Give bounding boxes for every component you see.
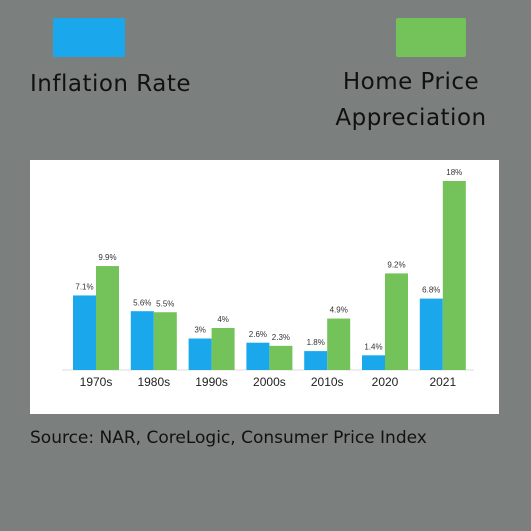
source-note: Source: NAR, CoreLogic, Consumer Price I… [30, 428, 427, 448]
value-label: 2.3% [272, 333, 290, 342]
value-label: 1.4% [364, 342, 382, 351]
bar [211, 328, 235, 370]
bar [362, 355, 385, 370]
value-label: 6.8% [422, 286, 440, 295]
legend-swatch [53, 18, 125, 57]
legend-label: Inflation Rate [30, 71, 192, 97]
value-label: 7.1% [75, 283, 93, 292]
x-tick-label: 1970s [80, 375, 113, 389]
x-tick-label: 2020 [372, 375, 399, 389]
bar [246, 342, 270, 370]
value-label: 2.6% [249, 330, 267, 339]
value-label: 3% [194, 326, 206, 335]
value-label: 9.2% [387, 261, 405, 270]
value-label: 5.5% [156, 299, 174, 308]
x-tick-label: 2000s [253, 375, 286, 389]
bar [385, 273, 408, 370]
bar [130, 311, 154, 370]
value-label: 4.9% [330, 306, 348, 315]
bar [327, 318, 351, 370]
x-tick-label: 1980s [137, 375, 170, 389]
legend-label: Home Price Appreciation [335, 69, 487, 131]
value-label: 4% [217, 315, 229, 324]
value-label: 9.9% [98, 253, 116, 262]
bar [442, 181, 466, 370]
value-label: 1.8% [307, 338, 325, 347]
bar [96, 266, 119, 370]
legend-swatch [396, 18, 466, 57]
bar [269, 345, 293, 370]
x-tick-label: 1990s [195, 375, 228, 389]
bar [153, 312, 177, 370]
x-tick-label: 2010s [311, 375, 344, 389]
value-label: 5.6% [133, 298, 151, 307]
bar [188, 338, 212, 370]
value-label: 18% [446, 168, 462, 177]
bar [419, 298, 443, 370]
x-tick-label: 2021 [429, 375, 456, 389]
bar [73, 295, 96, 370]
bar [304, 351, 328, 370]
